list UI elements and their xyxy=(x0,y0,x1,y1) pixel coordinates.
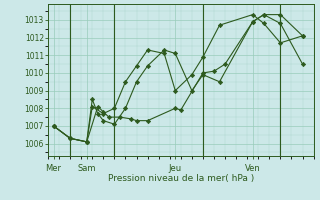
X-axis label: Pression niveau de la mer( hPa ): Pression niveau de la mer( hPa ) xyxy=(108,174,254,183)
